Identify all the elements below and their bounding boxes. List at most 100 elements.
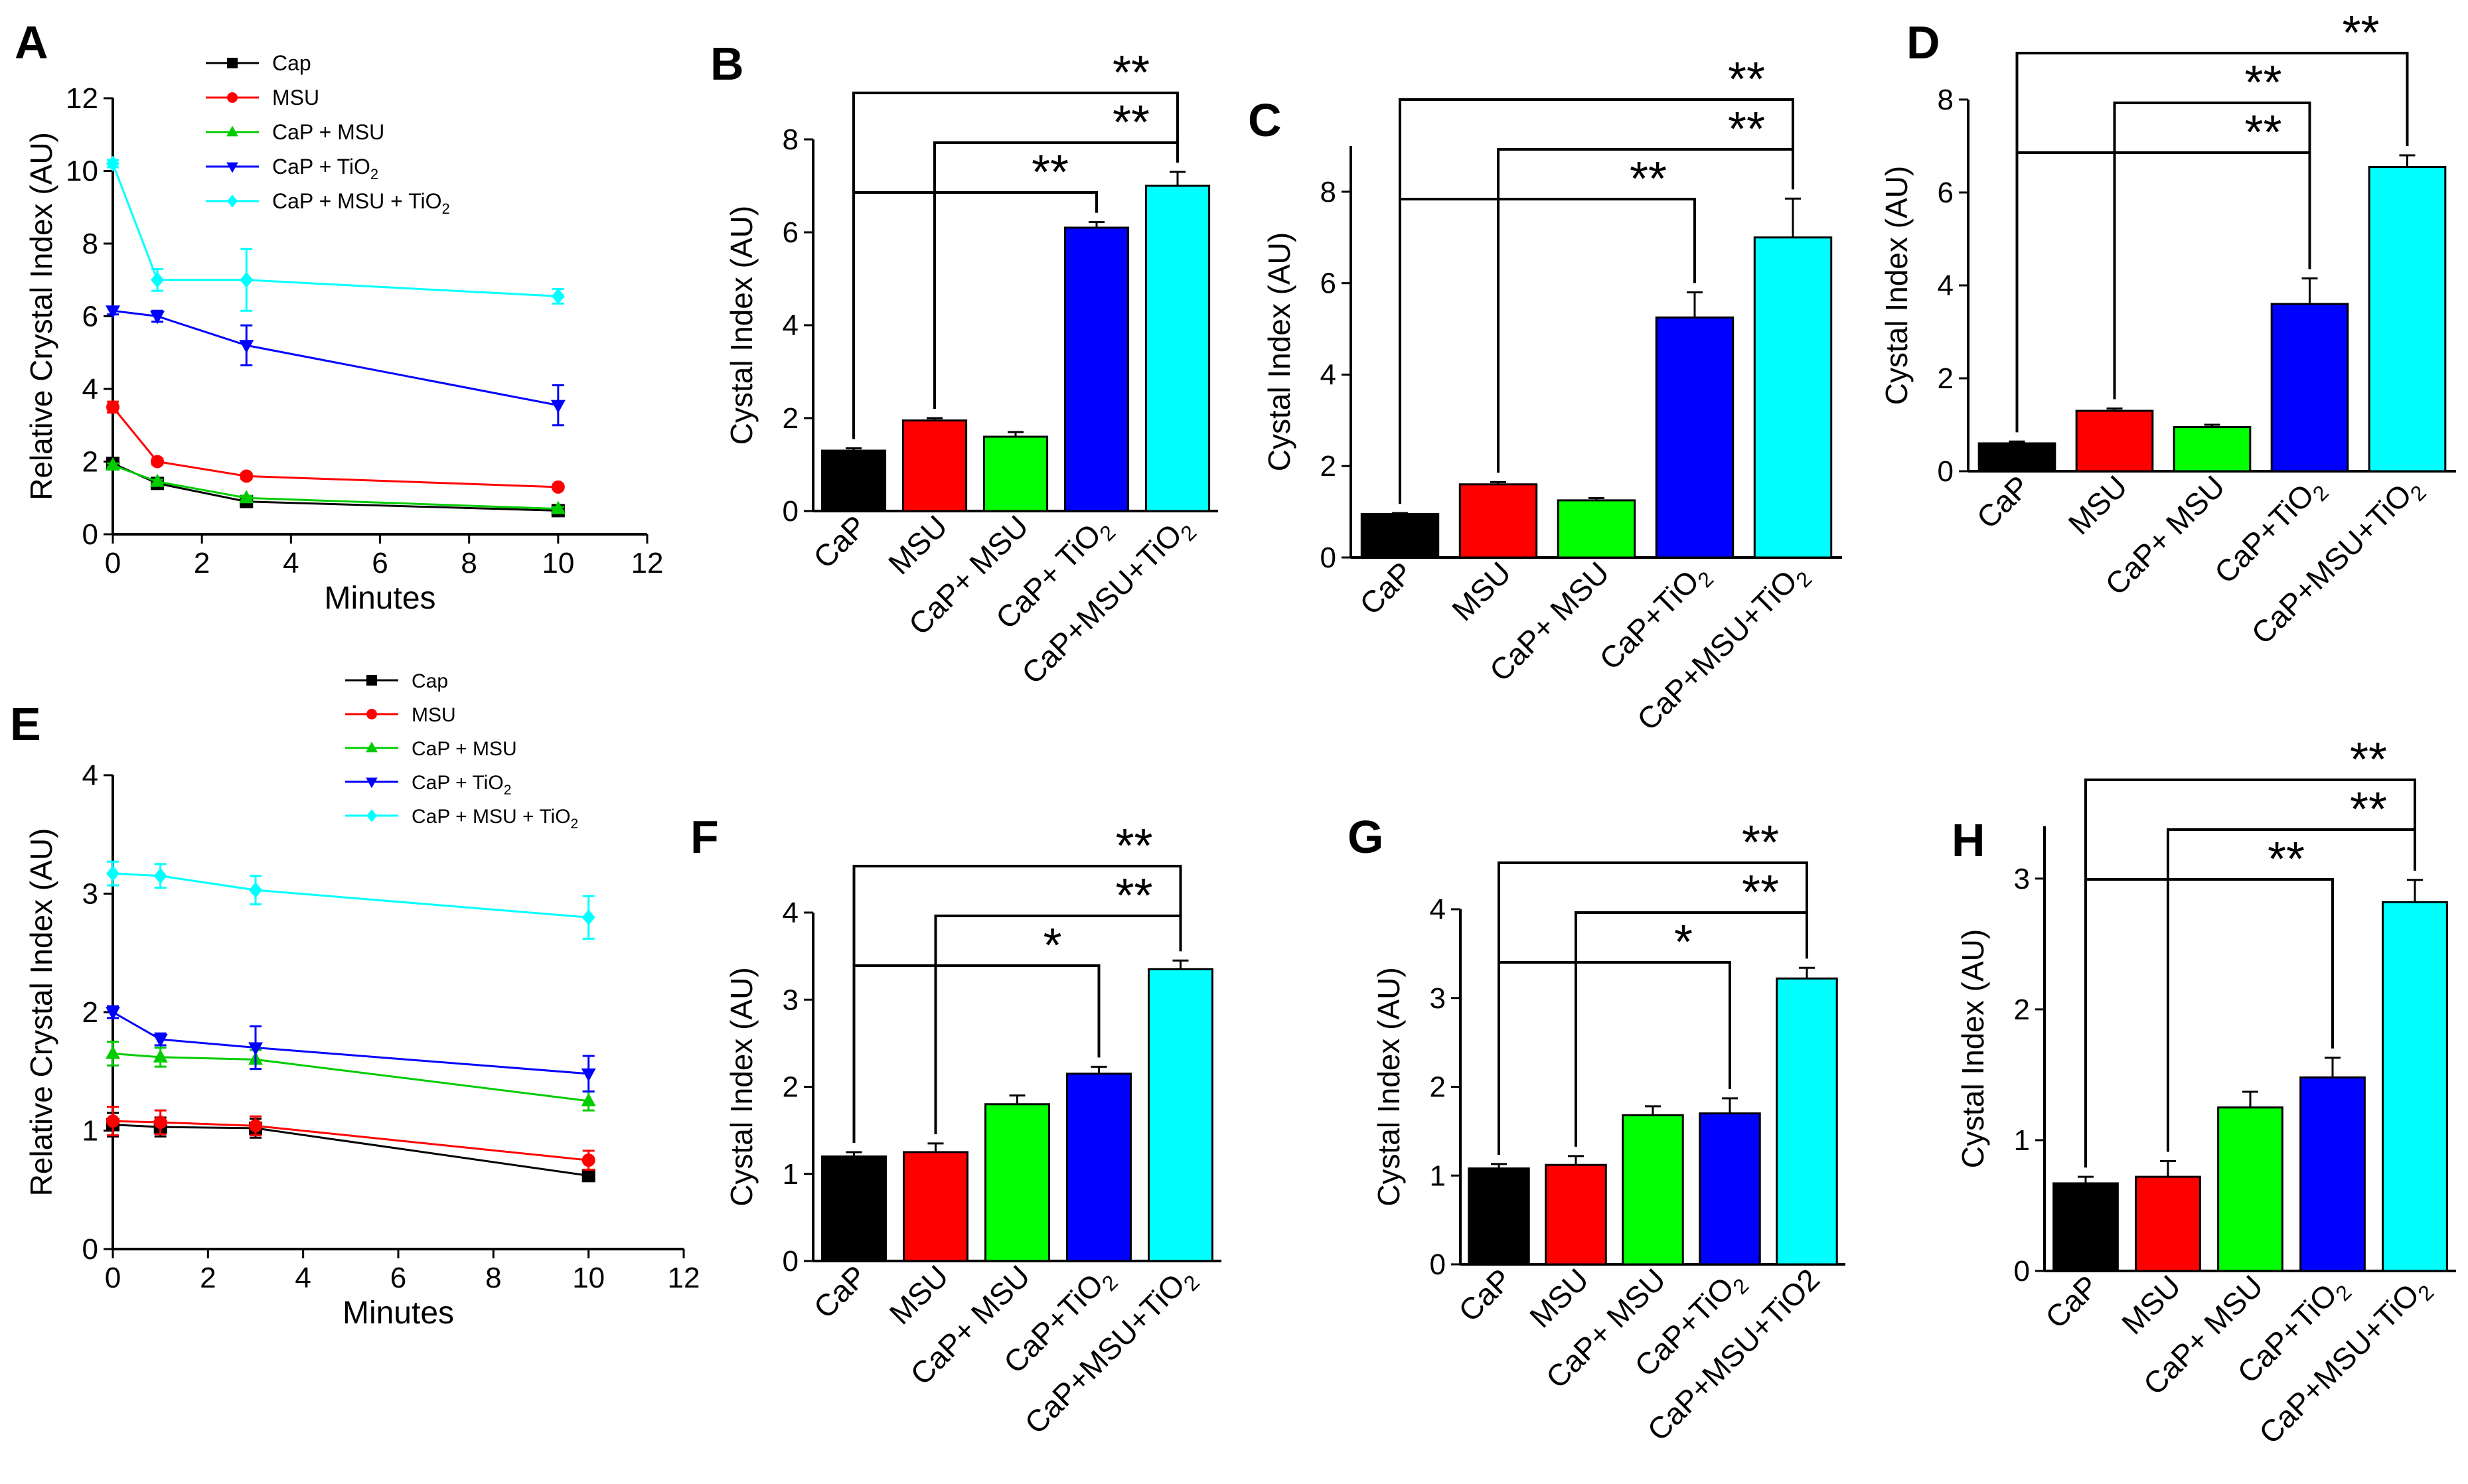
bar bbox=[1545, 1163, 1607, 1266]
bar bbox=[1753, 236, 1833, 559]
y-tick-label: 2 bbox=[783, 402, 799, 435]
series-line bbox=[112, 1052, 589, 1102]
y-tick-label: 2 bbox=[1938, 362, 1954, 395]
y-tick-label: 1 bbox=[2014, 1124, 2030, 1157]
data-point bbox=[151, 271, 165, 288]
bar bbox=[1557, 499, 1636, 559]
significance-stars: * bbox=[1043, 919, 1061, 972]
bar bbox=[1063, 226, 1130, 512]
bar bbox=[1144, 185, 1211, 512]
y-tick-label: 8 bbox=[783, 123, 799, 156]
bar bbox=[2173, 426, 2252, 473]
series-line bbox=[112, 462, 558, 512]
series-line bbox=[112, 1120, 589, 1161]
y-tick-label: 2 bbox=[2014, 994, 2030, 1026]
x-category-label: MSU bbox=[882, 508, 954, 581]
panel-label: E bbox=[10, 698, 41, 750]
y-tick-label: 2 bbox=[82, 996, 98, 1029]
data-point bbox=[153, 1034, 168, 1048]
x-category-label-main: CaP bbox=[807, 508, 873, 575]
data-point bbox=[249, 1119, 262, 1133]
y-tick-label: 1 bbox=[1430, 1159, 1446, 1192]
x-tick-label: 8 bbox=[485, 1262, 501, 1294]
bar bbox=[2217, 1106, 2283, 1272]
legend-label: CaP + MSU bbox=[412, 738, 517, 760]
legend-label-main: Cap bbox=[272, 51, 311, 75]
significance-bracket bbox=[852, 191, 1098, 439]
data-point bbox=[550, 500, 566, 514]
data-point bbox=[239, 340, 254, 354]
bar bbox=[2368, 166, 2447, 473]
bar bbox=[982, 435, 1049, 512]
bar bbox=[1622, 1114, 1684, 1266]
y-tick-label: 0 bbox=[82, 518, 98, 551]
bar bbox=[1468, 1167, 1530, 1266]
series-line bbox=[112, 464, 558, 510]
y-tick-label: 0 bbox=[783, 1245, 799, 1278]
bar bbox=[820, 449, 887, 512]
data-point bbox=[240, 469, 254, 483]
panel-label: C bbox=[1248, 94, 1282, 146]
bar bbox=[1458, 483, 1538, 559]
x-category-label-main: CaP bbox=[2039, 1268, 2105, 1335]
panel-label: A bbox=[15, 17, 48, 68]
bar bbox=[2052, 1182, 2119, 1272]
legend-label-main: CaP + MSU bbox=[272, 120, 384, 144]
significance-stars: ** bbox=[1032, 146, 1069, 199]
x-tick-label: 12 bbox=[631, 547, 664, 579]
bar bbox=[2075, 409, 2154, 473]
significance-bracket bbox=[2015, 151, 2311, 433]
data-point bbox=[106, 1114, 119, 1128]
bar bbox=[903, 1151, 968, 1262]
x-tick-label: 12 bbox=[668, 1262, 700, 1294]
x-category-label: CaP+MSU+TiO2 bbox=[1630, 555, 1816, 741]
series-line bbox=[112, 1124, 589, 1177]
bar bbox=[2270, 303, 2349, 473]
y-tick-label: 0 bbox=[1938, 455, 1954, 488]
data-point bbox=[551, 288, 565, 305]
data-point bbox=[239, 490, 254, 504]
x-tick-label: 8 bbox=[461, 547, 477, 579]
x-tick-label: 2 bbox=[200, 1262, 216, 1294]
y-tick-label: 10 bbox=[66, 155, 98, 188]
x-category-label-main: MSU bbox=[1445, 555, 1517, 627]
x-axis-label: Minutes bbox=[343, 1296, 454, 1331]
data-point bbox=[581, 909, 595, 926]
x-category-label-main: CaP bbox=[807, 1258, 874, 1325]
y-tick-label: 3 bbox=[82, 878, 98, 911]
y-tick-label: 2 bbox=[1320, 450, 1336, 482]
x-category-label-main: CaP bbox=[1353, 555, 1419, 621]
data-point bbox=[581, 1068, 596, 1082]
legend-label-main: Cap bbox=[412, 670, 448, 692]
x-category-label: CaP bbox=[807, 508, 873, 575]
significance-stars: ** bbox=[1115, 869, 1152, 923]
x-axis-label: Minutes bbox=[324, 581, 435, 616]
y-tick-label: 8 bbox=[82, 228, 98, 260]
data-point bbox=[106, 155, 119, 172]
significance-bracket bbox=[1498, 961, 1731, 1155]
legend-label: CaP + MSU bbox=[272, 120, 384, 144]
significance-stars: ** bbox=[2350, 733, 2387, 786]
x-category-label-main: MSU bbox=[883, 1258, 955, 1331]
data-point bbox=[151, 455, 165, 469]
bar bbox=[1148, 968, 1213, 1262]
bar bbox=[1699, 1112, 1761, 1266]
legend-label-subscript: 2 bbox=[442, 200, 450, 217]
y-tick-label: 0 bbox=[1320, 542, 1336, 574]
y-tick-label: 4 bbox=[783, 897, 799, 929]
data-point bbox=[581, 1169, 595, 1183]
legend-label-subscript: 2 bbox=[370, 166, 378, 183]
data-point bbox=[366, 777, 378, 788]
legend-label: CaP + TiO2 bbox=[412, 772, 511, 798]
series-line bbox=[112, 406, 558, 488]
y-axis-label: Relative Crystal Index (AU) bbox=[24, 828, 58, 1197]
legend-label-main: CaP + TiO bbox=[412, 772, 504, 794]
panel-e bbox=[104, 774, 684, 1250]
data-point bbox=[366, 809, 377, 822]
data-point bbox=[366, 741, 378, 753]
data-point bbox=[366, 709, 377, 719]
significance-bracket bbox=[933, 141, 1179, 409]
series-line bbox=[112, 163, 558, 297]
data-point bbox=[106, 1007, 120, 1020]
y-tick-label: 2 bbox=[1430, 1071, 1446, 1104]
